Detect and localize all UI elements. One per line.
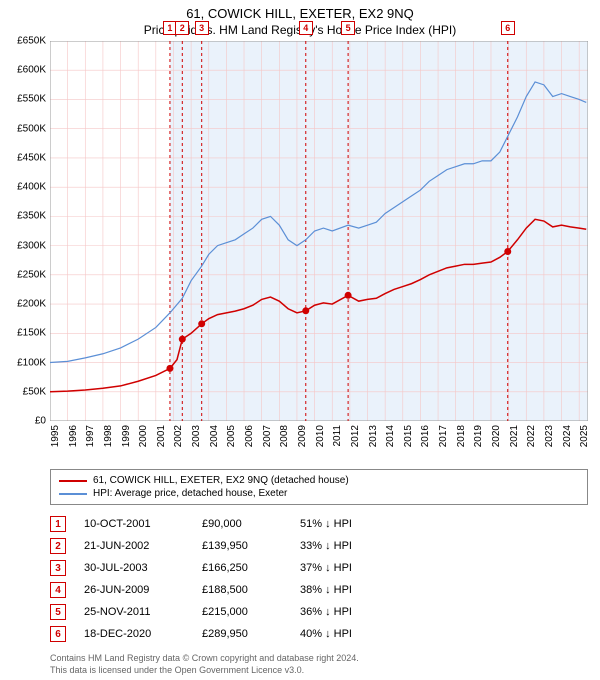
sale-row-diff: 51% ↓ HPI bbox=[300, 518, 410, 530]
chart-plot-area: £0£50K£100K£150K£200K£250K£300K£350K£400… bbox=[50, 41, 588, 421]
x-tick-label: 2000 bbox=[138, 425, 149, 447]
x-tick-label: 2016 bbox=[420, 425, 431, 447]
y-tick-label: £200K bbox=[0, 299, 46, 310]
legend-row: HPI: Average price, detached house, Exet… bbox=[59, 487, 579, 500]
y-axis: £0£50K£100K£150K£200K£250K£300K£350K£400… bbox=[0, 41, 48, 421]
sale-row: 6 18-DEC-2020 £289,950 40% ↓ HPI bbox=[50, 623, 588, 645]
plot-svg bbox=[50, 41, 588, 421]
x-tick-label: 2017 bbox=[438, 425, 449, 447]
sale-row-price: £139,950 bbox=[202, 540, 282, 552]
footer-attribution: Contains HM Land Registry data © Crown c… bbox=[50, 653, 588, 676]
legend-swatch bbox=[59, 493, 87, 495]
sale-row-price: £215,000 bbox=[202, 606, 282, 618]
x-tick-label: 2006 bbox=[244, 425, 255, 447]
sale-row-marker: 6 bbox=[50, 626, 66, 642]
y-tick-label: £400K bbox=[0, 182, 46, 193]
x-tick-label: 2015 bbox=[403, 425, 414, 447]
x-tick-label: 2018 bbox=[456, 425, 467, 447]
x-tick-label: 2003 bbox=[191, 425, 202, 447]
footer-line-1: Contains HM Land Registry data © Crown c… bbox=[50, 653, 588, 665]
sale-row-price: £188,500 bbox=[202, 584, 282, 596]
y-tick-label: £250K bbox=[0, 269, 46, 280]
x-tick-label: 1996 bbox=[68, 425, 79, 447]
x-tick-label: 2007 bbox=[262, 425, 273, 447]
x-tick-label: 2004 bbox=[209, 425, 220, 447]
y-tick-label: £600K bbox=[0, 65, 46, 76]
sale-row-diff: 33% ↓ HPI bbox=[300, 540, 410, 552]
y-tick-label: £300K bbox=[0, 240, 46, 251]
sale-row: 2 21-JUN-2002 £139,950 33% ↓ HPI bbox=[50, 535, 588, 557]
y-tick-label: £50K bbox=[0, 386, 46, 397]
x-tick-label: 1999 bbox=[121, 425, 132, 447]
x-tick-label: 2002 bbox=[173, 425, 184, 447]
sale-marker-label: 5 bbox=[341, 21, 355, 35]
sale-row-diff: 37% ↓ HPI bbox=[300, 562, 410, 574]
x-tick-label: 2013 bbox=[368, 425, 379, 447]
x-tick-label: 2008 bbox=[279, 425, 290, 447]
x-tick-label: 2023 bbox=[544, 425, 555, 447]
x-tick-label: 1998 bbox=[103, 425, 114, 447]
sale-row-diff: 38% ↓ HPI bbox=[300, 584, 410, 596]
sale-row: 5 25-NOV-2011 £215,000 36% ↓ HPI bbox=[50, 601, 588, 623]
sale-row-price: £289,950 bbox=[202, 628, 282, 640]
sale-marker-label: 2 bbox=[175, 21, 189, 35]
y-tick-label: £550K bbox=[0, 94, 46, 105]
sale-row-date: 26-JUN-2009 bbox=[84, 584, 184, 596]
y-tick-label: £150K bbox=[0, 328, 46, 339]
x-tick-label: 2012 bbox=[350, 425, 361, 447]
legend-swatch bbox=[59, 480, 87, 482]
x-tick-label: 2001 bbox=[156, 425, 167, 447]
x-tick-label: 2020 bbox=[491, 425, 502, 447]
legend-label: 61, COWICK HILL, EXETER, EX2 9NQ (detach… bbox=[93, 475, 349, 486]
chart-container: 61, COWICK HILL, EXETER, EX2 9NQ Price p… bbox=[0, 0, 600, 680]
sale-row-diff: 40% ↓ HPI bbox=[300, 628, 410, 640]
x-tick-label: 2019 bbox=[473, 425, 484, 447]
sale-row-marker: 1 bbox=[50, 516, 66, 532]
x-tick-label: 2014 bbox=[385, 425, 396, 447]
sale-marker-label: 3 bbox=[195, 21, 209, 35]
x-tick-label: 2011 bbox=[332, 425, 343, 447]
sale-row-date: 10-OCT-2001 bbox=[84, 518, 184, 530]
y-tick-label: £500K bbox=[0, 123, 46, 134]
footer-line-2: This data is licensed under the Open Gov… bbox=[50, 665, 588, 677]
sale-row-marker: 5 bbox=[50, 604, 66, 620]
y-tick-label: £450K bbox=[0, 152, 46, 163]
legend-label: HPI: Average price, detached house, Exet… bbox=[93, 488, 287, 499]
sale-marker-label: 4 bbox=[299, 21, 313, 35]
legend: 61, COWICK HILL, EXETER, EX2 9NQ (detach… bbox=[50, 469, 588, 505]
sale-row-date: 18-DEC-2020 bbox=[84, 628, 184, 640]
sale-row-diff: 36% ↓ HPI bbox=[300, 606, 410, 618]
x-tick-label: 2021 bbox=[509, 425, 520, 447]
x-tick-label: 2022 bbox=[526, 425, 537, 447]
x-tick-label: 2009 bbox=[297, 425, 308, 447]
sales-table: 1 10-OCT-2001 £90,000 51% ↓ HPI 2 21-JUN-2002… bbox=[50, 513, 588, 645]
x-tick-label: 1997 bbox=[85, 425, 96, 447]
sale-row: 3 30-JUL-2003 £166,250 37% ↓ HPI bbox=[50, 557, 588, 579]
y-tick-label: £100K bbox=[0, 357, 46, 368]
sale-row-marker: 4 bbox=[50, 582, 66, 598]
sale-row-price: £90,000 bbox=[202, 518, 282, 530]
sale-row-date: 25-NOV-2011 bbox=[84, 606, 184, 618]
sale-row-date: 30-JUL-2003 bbox=[84, 562, 184, 574]
x-tick-label: 2024 bbox=[562, 425, 573, 447]
chart-title: 61, COWICK HILL, EXETER, EX2 9NQ bbox=[0, 0, 600, 21]
x-axis: 1995 1996 1997 1998 1999 2000 2001 2002 2003 2004… bbox=[50, 423, 588, 463]
sale-marker-label: 6 bbox=[501, 21, 515, 35]
y-tick-label: £650K bbox=[0, 36, 46, 47]
x-tick-label: 2005 bbox=[226, 425, 237, 447]
y-tick-label: £0 bbox=[0, 416, 46, 427]
y-tick-label: £350K bbox=[0, 211, 46, 222]
sale-row-price: £166,250 bbox=[202, 562, 282, 574]
x-tick-label: 2025 bbox=[579, 425, 590, 447]
sale-row-marker: 3 bbox=[50, 560, 66, 576]
sale-row-date: 21-JUN-2002 bbox=[84, 540, 184, 552]
sale-row-marker: 2 bbox=[50, 538, 66, 554]
legend-row: 61, COWICK HILL, EXETER, EX2 9NQ (detach… bbox=[59, 474, 579, 487]
x-tick-label: 2010 bbox=[315, 425, 326, 447]
sale-row: 4 26-JUN-2009 £188,500 38% ↓ HPI bbox=[50, 579, 588, 601]
sale-row: 1 10-OCT-2001 £90,000 51% ↓ HPI bbox=[50, 513, 588, 535]
x-tick-label: 1995 bbox=[50, 425, 61, 447]
